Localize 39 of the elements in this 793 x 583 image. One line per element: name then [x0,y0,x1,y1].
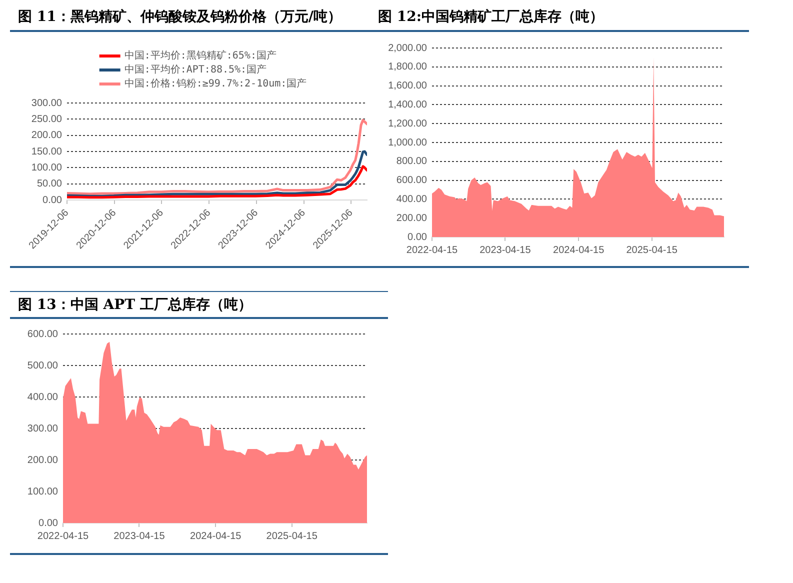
y-tick-label: 400.00 [396,194,428,205]
legend-label: 中国:价格:钨粉:≥99.7%:2-10um:国产 [124,78,307,90]
y-tick-label: 250.00 [31,114,62,125]
y-tick-label: 0.00 [408,232,428,243]
y-tick-label: 400.00 [27,392,58,403]
legend-label: 中国:平均价:APT:88.5%:国产 [124,64,267,76]
y-tick-label: 100.00 [27,486,58,498]
x-tick-label: 2024-04-15 [190,530,242,542]
y-tick-label: 0.00 [38,518,58,529]
x-tick-label: 2023-04-15 [114,530,166,542]
legend-label: 中国:平均价:黑钨精矿:65%:国产 [124,50,276,62]
y-tick-label: 600.00 [27,328,58,340]
y-tick-label: 1,400.00 [388,99,428,110]
y-tick-label: 600.00 [396,175,428,186]
x-tick-label: 2022-04-15 [37,530,90,542]
x-tick-label: 2024-04-15 [553,244,605,256]
x-tick-label: 2022-04-15 [406,244,458,256]
y-tick-label: 300.00 [27,423,58,434]
x-tick-label: 2025-04-15 [266,530,318,542]
y-tick-label: 2,000.00 [388,42,428,54]
chart-title: 图 12:中国钨精矿工厂总库存（吨） [378,8,604,26]
x-tick-label: 2025-04-15 [626,244,678,256]
y-tick-label: 150.00 [31,146,62,158]
y-tick-label: 200.00 [31,130,62,142]
y-tick-label: 1,000.00 [388,137,428,148]
y-tick-label: 1,200.00 [388,118,428,130]
y-tick-label: 100.00 [31,162,62,174]
y-tick-label: 1,800.00 [388,62,428,73]
y-tick-label: 800.00 [396,156,428,168]
y-tick-label: 0.00 [42,194,62,206]
y-tick-label: 200.00 [27,454,58,466]
y-tick-label: 1,600.00 [388,80,428,92]
y-tick-label: 50.00 [36,178,62,190]
y-tick-label: 200.00 [396,212,428,224]
chart-title: 图 11：黑钨精矿、仲钨酸铵及钨粉价格（万元/吨） [18,8,342,26]
chart-title: 图 13：中国 APT 工厂总库存（吨） [18,296,252,314]
y-tick-label: 500.00 [27,360,58,372]
x-tick-label: 2023-04-15 [480,244,532,256]
y-tick-label: 300.00 [31,98,62,109]
